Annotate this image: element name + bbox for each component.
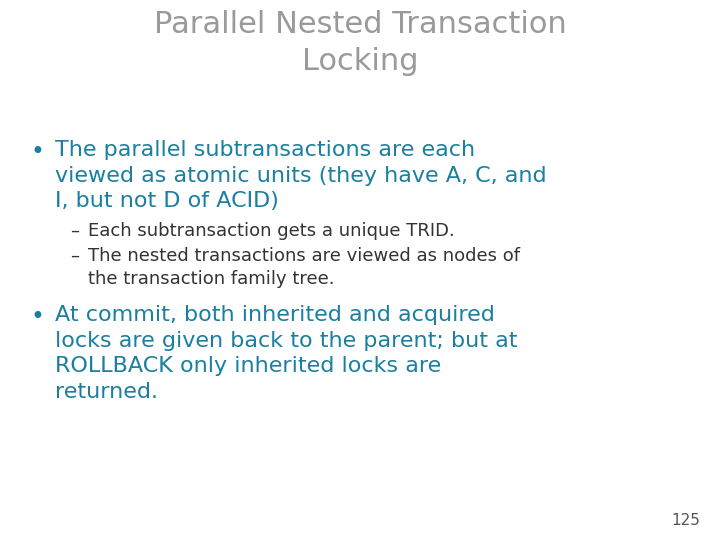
- Text: –: –: [70, 247, 79, 265]
- Text: 125: 125: [671, 513, 700, 528]
- Text: At commit, both inherited and acquired
locks are given back to the parent; but a: At commit, both inherited and acquired l…: [55, 305, 518, 402]
- Text: Each subtransaction gets a unique TRID.: Each subtransaction gets a unique TRID.: [88, 222, 455, 240]
- Text: •: •: [30, 305, 44, 329]
- Text: •: •: [30, 140, 44, 164]
- Text: Parallel Nested Transaction
Locking: Parallel Nested Transaction Locking: [153, 10, 567, 76]
- Text: The parallel subtransactions are each
viewed as atomic units (they have A, C, an: The parallel subtransactions are each vi…: [55, 140, 546, 211]
- Text: The nested transactions are viewed as nodes of
the transaction family tree.: The nested transactions are viewed as no…: [88, 247, 520, 288]
- Text: –: –: [70, 222, 79, 240]
